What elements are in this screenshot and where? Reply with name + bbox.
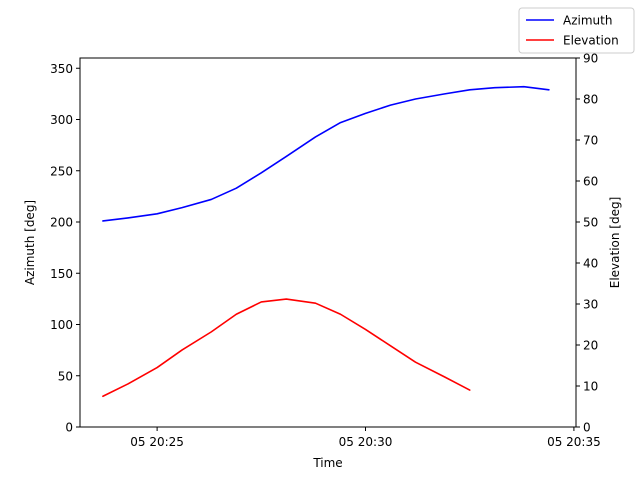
y1-tick-label: 100 [50,318,73,332]
x-tick-label: 05 20:35 [547,435,601,449]
y2-tick-label: 30 [583,298,598,312]
y1-tick-label: 250 [50,164,73,178]
series-line-azimuth [102,85,550,222]
y1-tick-label: 0 [65,421,73,435]
series-layer [102,85,550,398]
y1-axis-label: Azimuth [deg] [23,200,37,285]
y2-tick-label: 20 [583,339,598,353]
y2-tick-label: 0 [583,421,591,435]
plot-area [79,57,577,428]
y2-tick-label: 50 [583,216,598,230]
legend: Azimuth Elevation [518,7,635,54]
y1-tick-label: 300 [50,113,73,127]
y2-tick-label: 90 [583,52,598,66]
y2-tick-label: 70 [583,134,598,148]
legend-label-elevation: Elevation [563,34,619,48]
y2-tick-label: 40 [583,257,598,271]
x-tick-label: 05 20:25 [130,435,184,449]
y2-axis-label: Elevation [deg] [608,197,622,289]
y2-tick-label: 60 [583,175,598,189]
y1-tick-label: 350 [50,62,73,76]
y1-tick-label: 150 [50,267,73,281]
axes-layer: 0 50 100 150 200 250 300 350 0 10 20 30 40 50 60 70 80 90… [50,52,601,450]
y1-tick-label: 200 [50,216,73,230]
x-axis-label: Time [312,456,342,470]
legend-label-azimuth: Azimuth [563,14,612,28]
y2-tick-label: 10 [583,380,598,394]
y2-tick-label: 80 [583,93,598,107]
y1-tick-label: 50 [58,369,73,383]
series-line-elevation [102,298,471,398]
x-tick-label: 05 20:30 [339,435,393,449]
